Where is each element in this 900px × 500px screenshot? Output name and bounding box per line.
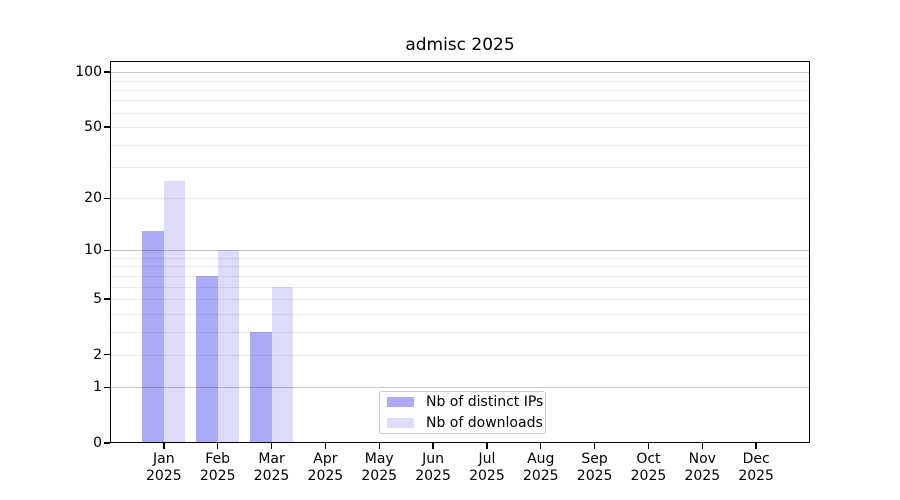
x-tick-nov bbox=[701, 443, 703, 449]
bar-nb-of-distinct-ips-mar bbox=[250, 331, 272, 443]
x-tick-label-dec: Dec 2025 bbox=[738, 451, 774, 484]
gridline-9 bbox=[110, 257, 810, 259]
y-tick-label-0: 0 bbox=[93, 435, 102, 451]
legend-entry-downloads: Nb of downloads bbox=[387, 415, 543, 431]
x-tick-label-jul: Jul 2025 bbox=[469, 451, 505, 484]
x-tick-label-oct: Oct 2025 bbox=[630, 451, 667, 484]
x-tick-label-jun: Jun 2025 bbox=[415, 451, 451, 484]
gridline-60 bbox=[110, 112, 810, 114]
gridline-10 bbox=[110, 250, 810, 252]
x-tick-jul bbox=[486, 443, 488, 449]
legend: Nb of distinct IPs Nb of downloads bbox=[379, 391, 546, 434]
y-tick-2 bbox=[104, 354, 110, 356]
gridline-20 bbox=[110, 198, 810, 200]
y-tick-20 bbox=[104, 197, 110, 200]
y-tick-50 bbox=[104, 126, 110, 128]
legend-entry-distinct-ips: Nb of distinct IPs bbox=[387, 394, 543, 410]
x-tick-sep bbox=[593, 443, 596, 449]
y-tick-label-5: 5 bbox=[93, 291, 102, 307]
x-tick-feb bbox=[216, 443, 219, 449]
x-tick-dec bbox=[755, 443, 757, 449]
x-tick-apr bbox=[324, 443, 327, 449]
gridline-80 bbox=[110, 89, 810, 91]
gridline-70 bbox=[110, 100, 810, 102]
legend-label-downloads: Nb of downloads bbox=[426, 415, 543, 431]
y-tick-label-100: 100 bbox=[75, 64, 102, 81]
x-tick-jan bbox=[163, 443, 165, 449]
bar-nb-of-downloads-mar bbox=[271, 286, 294, 443]
x-tick-oct bbox=[647, 443, 650, 449]
bar-nb-of-distinct-ips-jan bbox=[142, 230, 164, 443]
x-tick-jun bbox=[432, 443, 434, 449]
legend-swatch-downloads bbox=[387, 418, 414, 428]
y-tick-5 bbox=[104, 298, 110, 300]
gridline-50 bbox=[110, 127, 810, 129]
gridline-1 bbox=[110, 387, 810, 389]
gridline-100 bbox=[110, 72, 810, 74]
x-tick-aug bbox=[540, 443, 542, 449]
gridline-5 bbox=[110, 299, 810, 300]
x-tick-label-may: May 2025 bbox=[361, 451, 398, 484]
y-tick-10 bbox=[104, 249, 110, 251]
x-tick-label-mar: Mar 2025 bbox=[253, 451, 290, 484]
y-tick-100 bbox=[104, 71, 110, 73]
gridline-8 bbox=[110, 266, 810, 268]
gridline-3 bbox=[110, 331, 810, 333]
y-tick-label-50: 50 bbox=[84, 119, 102, 136]
x-tick-mar bbox=[270, 443, 273, 449]
x-tick-label-nov: Nov 2025 bbox=[684, 451, 721, 484]
bar-nb-of-distinct-ips-feb bbox=[196, 275, 218, 443]
x-tick-label-jan: Jan 2025 bbox=[146, 451, 182, 484]
x-tick-label-sep: Sep 2025 bbox=[576, 451, 613, 484]
gridline-40 bbox=[110, 144, 810, 146]
bar-nb-of-downloads-jan bbox=[163, 181, 186, 443]
y-tick-label-1: 1 bbox=[93, 379, 102, 396]
gridline-7 bbox=[110, 275, 810, 277]
y-tick-1 bbox=[104, 386, 110, 388]
gridline-2 bbox=[110, 354, 810, 356]
bar-nb-of-downloads-feb bbox=[217, 250, 240, 443]
y-tick-label-2: 2 bbox=[93, 346, 102, 363]
x-tick-label-aug: Aug 2025 bbox=[522, 451, 559, 484]
y-tick-label-20: 20 bbox=[84, 190, 102, 207]
gridline-6 bbox=[110, 286, 810, 288]
gridline-30 bbox=[110, 167, 810, 169]
gridline-4 bbox=[110, 313, 810, 315]
x-tick-may bbox=[378, 443, 380, 449]
x-tick-label-apr: Apr 2025 bbox=[307, 451, 344, 484]
legend-label-distinct-ips: Nb of distinct IPs bbox=[426, 394, 544, 410]
y-tick-label-10: 10 bbox=[84, 242, 102, 259]
gridline-90 bbox=[110, 80, 810, 82]
x-tick-label-feb: Feb 2025 bbox=[199, 451, 236, 484]
chart-title: admisc 2025 bbox=[405, 35, 515, 55]
legend-swatch-distinct-ips bbox=[387, 397, 414, 407]
y-tick-0 bbox=[104, 442, 110, 444]
